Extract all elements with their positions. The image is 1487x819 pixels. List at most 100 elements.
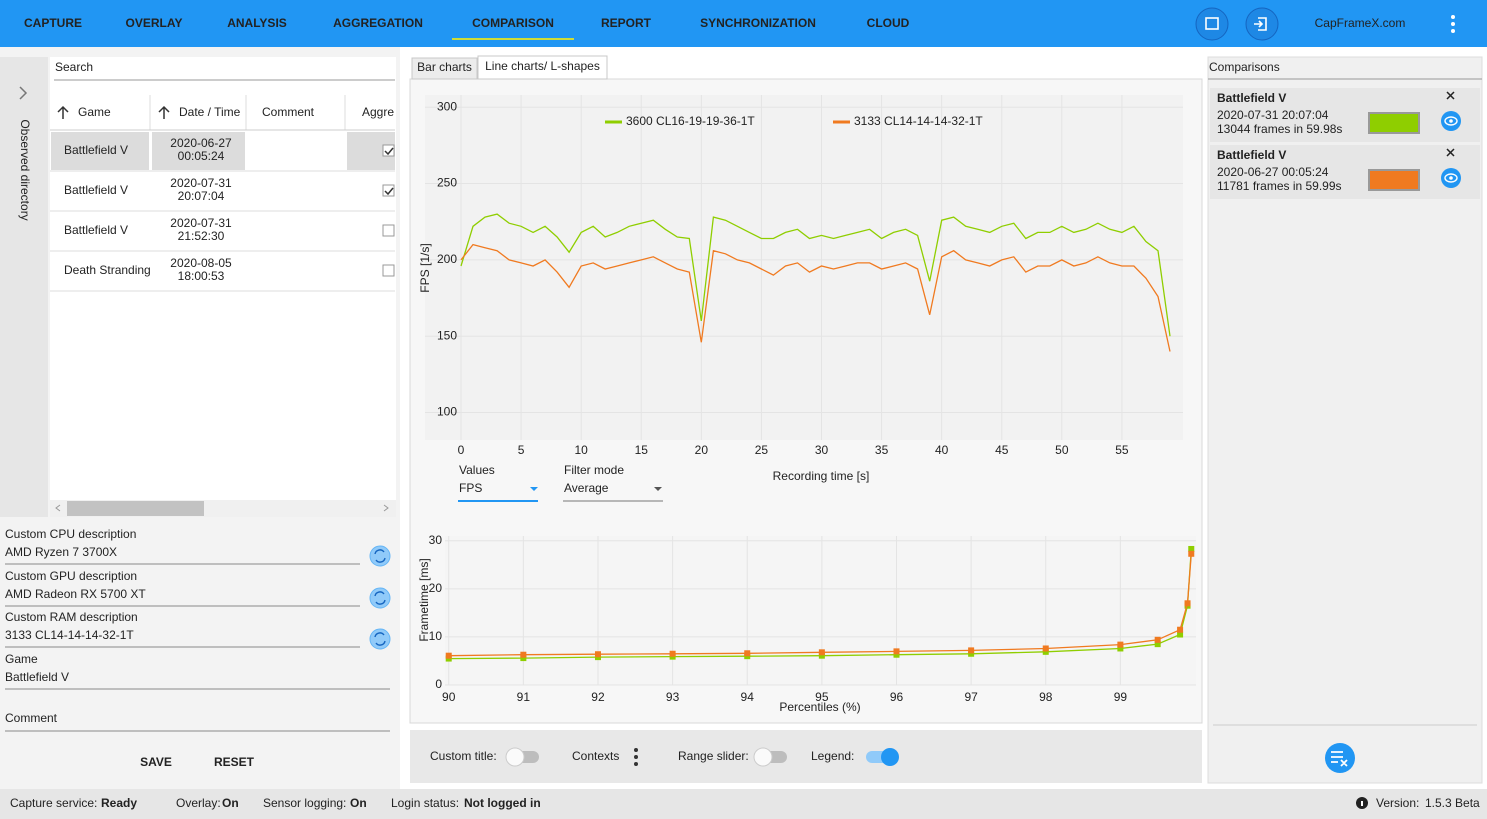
checkbox[interactable] (382, 224, 395, 237)
x-tick-label: 30 (815, 443, 829, 457)
column-header[interactable]: Game (78, 105, 111, 119)
checkbox[interactable] (382, 264, 395, 277)
game-cell[interactable]: Battlefield V (64, 223, 128, 237)
item-game: Battlefield V (1217, 148, 1286, 162)
item-datetime: 2020-06-27 00:05:24 (1217, 165, 1329, 179)
menu-button[interactable] (1451, 15, 1455, 33)
values-dropdown[interactable]: FPS (459, 481, 482, 495)
refresh-icon (374, 632, 386, 646)
column-header[interactable]: Date / Time (179, 105, 241, 119)
x-tick-label: 55 (1115, 443, 1129, 457)
refresh-button[interactable] (369, 628, 391, 650)
nav-tab[interactable]: AGGREGATION (333, 16, 423, 30)
game-cell[interactable]: Death Stranding (64, 263, 151, 277)
refresh-button[interactable] (369, 545, 391, 567)
refresh-icon (374, 591, 386, 605)
y-tick-label: 100 (437, 405, 457, 419)
x-tick-label: 93 (666, 690, 680, 704)
toggle-knob[interactable] (881, 748, 899, 766)
contexts-menu[interactable] (634, 748, 638, 766)
icon (1331, 751, 1348, 767)
time-cell: 00:05:24 (178, 149, 225, 163)
nav-tab[interactable]: COMPARISON (472, 16, 554, 30)
data-point (893, 648, 900, 655)
filter-dropdown[interactable]: Average (564, 481, 609, 495)
form-button[interactable]: RESET (214, 755, 255, 769)
x-tick-label: 95 (815, 690, 829, 704)
checkbox[interactable] (382, 184, 395, 197)
panel-title: Comparisons (1209, 60, 1280, 74)
nav-tab[interactable]: ANALYSIS (227, 16, 287, 30)
expand-icon[interactable] (19, 86, 28, 100)
item-frames: 13044 frames in 59.98s (1217, 122, 1342, 136)
plot-area (445, 536, 1196, 685)
version-value: 1.5.3 Beta (1425, 796, 1480, 810)
status-bar (0, 789, 1487, 819)
color-swatch[interactable] (1368, 169, 1420, 191)
field-value[interactable]: Battlefield V (5, 670, 69, 684)
x-tick-label: 97 (964, 690, 978, 704)
date-cell: 2020-06-27 (170, 136, 232, 150)
dropdown-label: Filter mode (564, 463, 624, 477)
chart-tab[interactable] (477, 55, 608, 80)
status-label: Login status: (391, 796, 459, 810)
x-tick-label: 25 (755, 443, 769, 457)
top-bar (0, 0, 1487, 47)
comment-input[interactable]: Comment (5, 711, 58, 725)
nav-tab[interactable]: CLOUD (867, 16, 910, 30)
chart-tab-label[interactable]: Bar charts (417, 60, 472, 74)
date-cell: 2020-08-05 (170, 256, 232, 270)
refresh-button[interactable] (369, 587, 391, 609)
chart-tab[interactable] (411, 57, 478, 80)
remove-button[interactable] (1446, 91, 1455, 100)
data-point (1188, 545, 1195, 552)
nav-tab[interactable]: OVERLAY (126, 16, 183, 30)
y-tick-label: 250 (437, 176, 457, 190)
chart-tab-label[interactable]: Line charts/ L-shapes (485, 59, 600, 73)
side-label: Observed directory (18, 119, 32, 220)
eye-pupil (1449, 176, 1453, 180)
data-point (968, 647, 975, 654)
y-tick-label: 20 (429, 581, 443, 595)
nav-tab[interactable]: REPORT (601, 16, 652, 30)
screenshot-button[interactable] (1195, 7, 1229, 41)
toggle-knob[interactable] (505, 747, 525, 767)
data-point (1117, 645, 1124, 652)
x-tick-label: 94 (741, 690, 755, 704)
data-point (1154, 641, 1161, 648)
remove-button[interactable] (1446, 148, 1455, 157)
toggle-knob[interactable] (753, 747, 773, 767)
brand[interactable]: CapFrameX.com (1315, 16, 1406, 30)
color-swatch[interactable] (1368, 112, 1420, 134)
scroll-thumb[interactable] (67, 501, 204, 516)
checkbox[interactable] (382, 144, 395, 157)
toggle-label: Range slider: (678, 749, 749, 763)
nav-tab[interactable]: CAPTURE (24, 16, 82, 30)
status-label: Sensor logging: (263, 796, 346, 810)
field-label: Custom GPU description (5, 569, 137, 583)
form-button[interactable]: SAVE (140, 755, 172, 769)
x-tick-label: 91 (517, 690, 531, 704)
data-point (1177, 626, 1184, 633)
field-value[interactable]: AMD Ryzen 7 3700X (5, 545, 117, 559)
field-value[interactable]: 3133 CL14-14-14-32-1T (5, 628, 134, 642)
x-tick-label: 50 (1055, 443, 1069, 457)
column-header[interactable]: Comment (262, 105, 315, 119)
version-label: Version: (1376, 796, 1419, 810)
toolbar (410, 730, 1202, 783)
game-cell[interactable]: Battlefield V (64, 143, 128, 157)
x-tick-label: 0 (458, 443, 465, 457)
nav-tab[interactable]: SYNCHRONIZATION (700, 16, 816, 30)
table-area (50, 57, 396, 517)
selected-cell (152, 132, 245, 170)
search-input[interactable]: Search (55, 60, 93, 74)
field-value[interactable]: AMD Radeon RX 5700 XT (5, 587, 146, 601)
side-strip (0, 57, 48, 517)
x-tick-label: 15 (635, 443, 649, 457)
column-header[interactable]: Aggre (362, 105, 394, 119)
game-cell[interactable]: Battlefield V (64, 183, 128, 197)
data-point (744, 650, 751, 657)
x-axis-label: Percentiles (%) (779, 700, 860, 714)
clear-button[interactable] (1325, 743, 1355, 773)
